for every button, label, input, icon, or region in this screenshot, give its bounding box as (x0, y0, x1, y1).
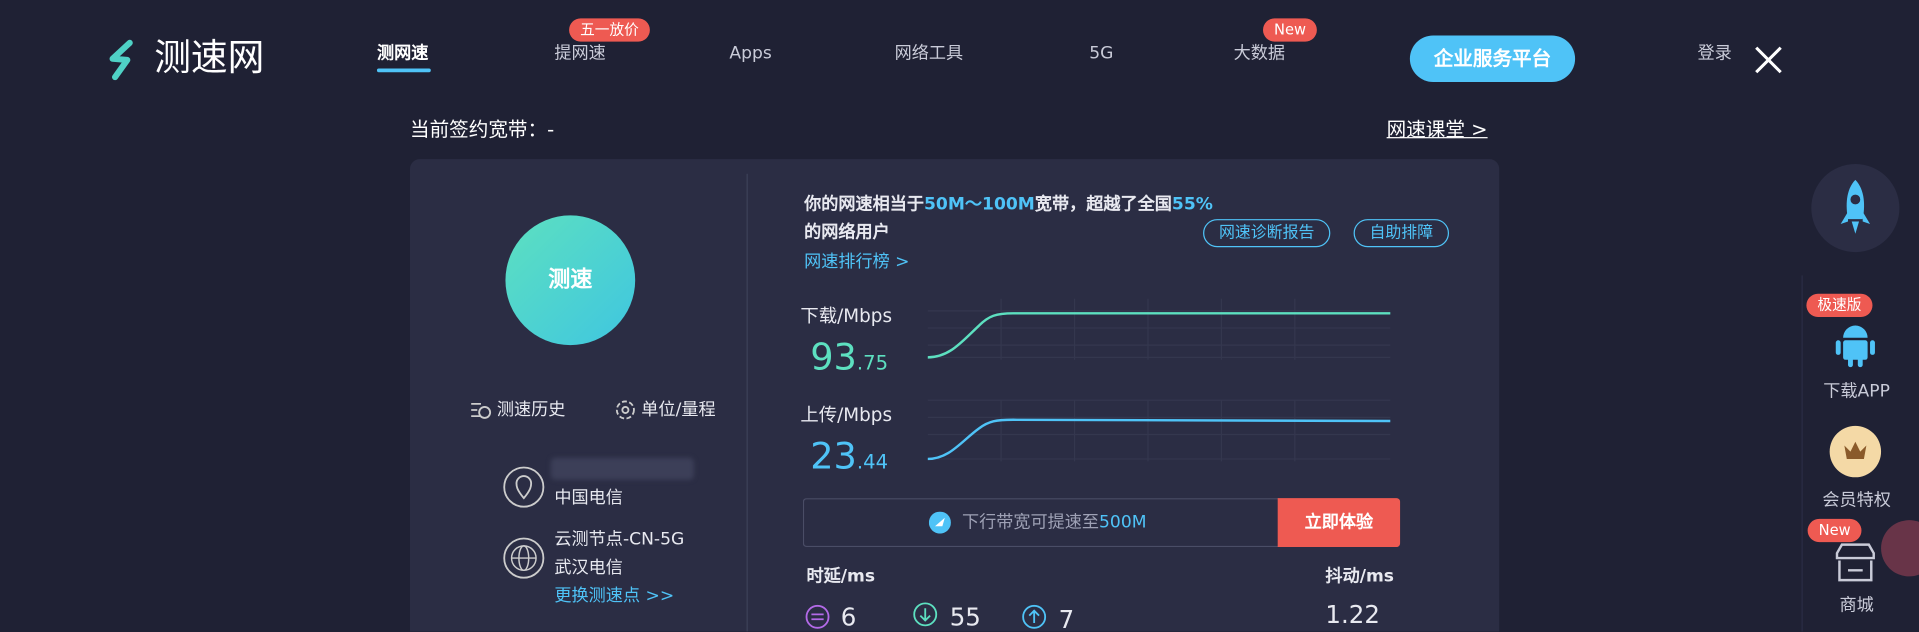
nav-underline (376, 68, 431, 73)
rocket-icon (1840, 179, 1871, 234)
contract-value: - (547, 117, 555, 141)
promo-highlight: 500M (1099, 512, 1147, 533)
download-app-link[interactable]: 下载APP (1823, 381, 1890, 402)
nav-item[interactable]: Apps (729, 44, 772, 64)
upload-decimal: .44 (856, 450, 889, 474)
troubleshoot-button[interactable]: 自助排障 (1353, 219, 1450, 248)
nav-badge: 五一放价 (569, 18, 650, 42)
speed-curves (927, 298, 1391, 462)
upload-latency-icon (1022, 604, 1047, 629)
promo-icon (928, 511, 951, 534)
fast-badge: 极速版 (1806, 293, 1873, 317)
contract-label: 当前签约宽带： (409, 117, 548, 141)
summary-range: 50M～100M (924, 194, 1035, 215)
download-speed: 93.75 (810, 336, 889, 385)
history-link[interactable]: 测速历史 (496, 400, 566, 420)
nav-item[interactable]: 网络工具 (894, 44, 964, 64)
download-label: 下载/Mbps (800, 304, 893, 327)
divider (746, 173, 748, 632)
node-isp: 武汉电信 (554, 558, 623, 578)
promo-box (802, 498, 1279, 548)
diagnosis-button[interactable]: 网速诊断报告 (1203, 219, 1331, 248)
start-button[interactable]: 测速 (505, 215, 636, 346)
jitter-label: 抖动/ms (1325, 566, 1395, 587)
jitter-value: 1.22 (1325, 599, 1380, 630)
sidebar-border (1801, 275, 1803, 632)
summary-percent: 55% (1171, 194, 1213, 215)
promo-button[interactable]: 立即体验 (1277, 498, 1401, 548)
contract-line: 当前签约宽带：- (410, 117, 554, 141)
history-icon (471, 402, 492, 419)
close-icon[interactable] (1754, 45, 1783, 74)
settings-icon (615, 400, 635, 420)
idle-icon (805, 604, 830, 629)
ip-blurred (550, 457, 694, 480)
nav-item[interactable]: 5G (1089, 44, 1114, 64)
logo-icon (109, 39, 133, 81)
new-badge: New (1807, 518, 1862, 543)
upload-integer: 23 (810, 435, 857, 479)
latency-idle: 6 (840, 602, 857, 632)
nav-item[interactable]: 提网速 (554, 44, 606, 64)
logo-text[interactable]: 测速网 (154, 36, 265, 80)
latency-upload: 7 (1058, 604, 1075, 632)
download-decimal: .75 (856, 351, 889, 375)
android-icon (1835, 325, 1875, 368)
globe-icon (503, 537, 545, 579)
shop-link[interactable]: 商城 (1839, 596, 1874, 616)
vip-link[interactable]: 会员特权 (1822, 490, 1891, 511)
course-link[interactable]: 网速课堂 > (1386, 117, 1488, 141)
summary-line: 你的网速相当于50M～100M宽带，超越了全国55% (804, 192, 1213, 216)
download-integer: 93 (810, 336, 857, 380)
summary-text: 你的网速相当于 (804, 194, 925, 215)
node-name: 云测节点-CN-5G (554, 529, 685, 550)
summary-text: 宽带，超越了全国 (1034, 194, 1172, 215)
location-icon (503, 466, 545, 508)
upload-speed: 23.44 (810, 435, 889, 484)
nav-item[interactable]: 大数据 (1233, 44, 1286, 64)
floating-ad[interactable] (1881, 520, 1919, 577)
summary-text: 的网络用户 (804, 222, 890, 243)
change-node-link[interactable]: 更换测速点 >> (554, 586, 675, 606)
isp: 中国电信 (554, 488, 623, 508)
latency-label: 时延/ms (806, 566, 876, 587)
promo-text: 下行带宽可提速至 (961, 512, 1100, 533)
latency-download: 55 (949, 602, 981, 632)
ranking-link[interactable]: 网速排行榜 > (804, 252, 910, 272)
download-latency-icon (913, 602, 938, 627)
upload-label: 上传/Mbps (800, 403, 893, 426)
crown-icon (1844, 441, 1867, 459)
promo-line: 下行带宽可提速至500M (962, 510, 1147, 534)
nav-badge: New (1263, 18, 1318, 42)
login-link[interactable]: 登录 (1697, 44, 1732, 64)
units-link[interactable]: 单位/量程 (641, 400, 716, 420)
enterprise-button[interactable]: 企业服务平台 (1409, 35, 1576, 82)
shop-icon (1835, 543, 1875, 582)
nav-item[interactable]: 测网速 (376, 44, 429, 64)
